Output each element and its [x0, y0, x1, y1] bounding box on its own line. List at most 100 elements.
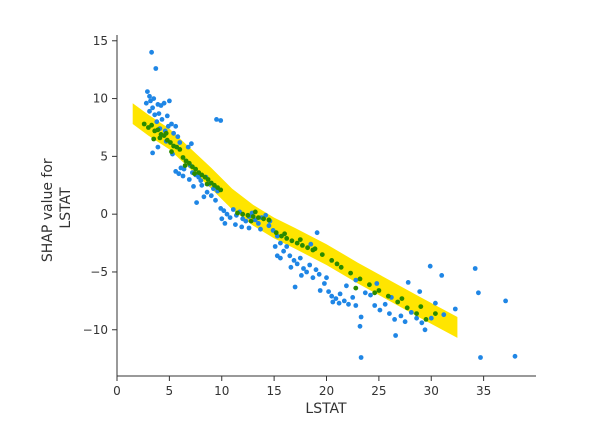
scatter-point-1-36: [256, 215, 261, 221]
y-tick-label--10: −10: [83, 323, 108, 337]
scatter-point-1-66: [372, 290, 378, 296]
scatter-point-0-14: [164, 113, 170, 119]
scatter-point-0-131: [503, 298, 508, 304]
scatter-point-0-48: [213, 197, 218, 203]
scatter-point-0-84: [304, 269, 309, 275]
scatter-point-0-76: [278, 240, 283, 246]
y-axis-label-line-2: LSTAT: [58, 187, 74, 229]
x-tick-label-15: 15: [266, 384, 281, 398]
scatter-point-0-110: [358, 355, 364, 360]
scatter-point-0-100: [337, 291, 343, 297]
scatter-point-0-70: [246, 225, 252, 231]
scatter-point-1-41: [273, 230, 279, 236]
scatter-point-0-117: [393, 333, 398, 338]
scatter-point-1-53: [329, 258, 335, 263]
scatter-point-1-54: [338, 264, 344, 270]
x-tick-label-10: 10: [214, 384, 229, 398]
scatter-point-0-24: [175, 134, 181, 140]
scatter-point-0-2: [145, 89, 150, 94]
scatter-point-0-142: [317, 288, 323, 293]
x-tick-label-25: 25: [371, 384, 386, 398]
x-tick-label-30: 30: [424, 384, 439, 398]
x-axis-label: LSTAT: [305, 401, 347, 417]
scatter-point-0-127: [452, 306, 458, 312]
scatter-point-0-8: [161, 100, 167, 106]
scatter-point-0-67: [222, 221, 228, 226]
scatter-point-0-89: [314, 230, 320, 236]
scatter-point-0-34: [186, 177, 192, 182]
scatter-point-0-109: [357, 323, 363, 329]
scatter-point-1-69: [334, 261, 340, 267]
scatter-point-0-90: [308, 241, 314, 247]
scatter-point-1-24: [205, 177, 211, 182]
scatter-point-0-96: [322, 281, 327, 286]
scatter-point-0-126: [439, 273, 445, 278]
scatter-point-0-49: [185, 144, 191, 150]
scatter-point-1-30: [192, 171, 197, 177]
scatter-point-0-97: [326, 289, 331, 294]
scatter-point-0-120: [408, 310, 414, 315]
scatter-point-1-8: [168, 140, 173, 145]
scatter-point-0-125: [427, 263, 433, 269]
scatter-point-1-40: [248, 218, 254, 224]
scatter-point-0-83: [301, 266, 306, 271]
scatter-point-0-82: [297, 255, 303, 261]
scatter-point-1-20: [193, 166, 199, 172]
scatter-point-1-11: [177, 147, 183, 152]
scatter-point-1-43: [284, 236, 290, 241]
scatter-point-0-78: [284, 244, 290, 249]
scatter-point-0-77: [281, 248, 286, 254]
scatter-point-0-86: [310, 275, 316, 281]
scatter-point-0-138: [433, 300, 438, 306]
scatter-point-1-67: [399, 296, 405, 301]
scatter-point-1-63: [414, 311, 419, 316]
scatter-point-0-45: [204, 189, 210, 195]
x-tick-label-0: 0: [113, 384, 121, 398]
scatter-point-0-15: [147, 108, 152, 114]
scatter-point-0-140: [353, 277, 359, 283]
x-tick-label-20: 20: [319, 384, 334, 398]
scatter-point-1-28: [218, 187, 224, 193]
scatter-point-0-46: [194, 200, 200, 206]
scatter-point-1-49: [282, 231, 287, 237]
scatter-point-0-118: [398, 313, 404, 319]
scatter-point-0-12: [152, 112, 158, 118]
scatter-point-0-71: [258, 226, 263, 232]
scatter-point-0-121: [414, 315, 419, 321]
scatter-point-0-69: [239, 224, 245, 230]
x-tick-label-5: 5: [166, 384, 174, 398]
y-axis-ticks: 15 10 5 0 −5 −10: [83, 34, 117, 337]
trend-band-area: [132, 103, 458, 338]
scatter-point-1-55: [348, 270, 353, 276]
x-tick-label-35: 35: [476, 384, 491, 398]
scatter-point-1-18: [186, 160, 192, 166]
y-tick-label-10: 10: [93, 92, 108, 106]
scatter-point-1-37: [261, 216, 266, 222]
y-tick-label-15: 15: [93, 34, 108, 48]
scatter-point-0-0: [149, 49, 155, 55]
scatter-point-0-20: [173, 123, 179, 129]
scatter-point-0-102: [346, 301, 351, 307]
scatter-point-0-148: [201, 194, 207, 200]
scatter-point-0-79: [287, 253, 293, 259]
scatter-point-1-29: [182, 163, 188, 169]
scatter-point-0-3: [147, 93, 152, 99]
scatter-point-0-112: [372, 303, 378, 308]
scatter-point-0-92: [274, 253, 280, 259]
scatter-point-0-101: [341, 298, 347, 304]
scatter-point-0-130: [478, 355, 483, 360]
scatter-point-0-149: [176, 171, 182, 177]
scatter-point-0-115: [387, 311, 392, 316]
scatter-point-0-119: [402, 319, 408, 325]
scatter-point-0-144: [266, 223, 272, 229]
scatter-point-0-103: [350, 295, 356, 300]
y-axis-label: SHAP value for LSTAT: [40, 154, 74, 262]
scatter-point-1-57: [353, 285, 359, 291]
scatter-point-0-13: [156, 111, 162, 116]
scatter-point-0-137: [362, 290, 368, 296]
scatter-point-0-128: [472, 266, 478, 271]
scatter-point-1-39: [252, 209, 258, 215]
scatter-point-0-55: [224, 211, 230, 217]
scatter-point-0-85: [307, 262, 313, 268]
